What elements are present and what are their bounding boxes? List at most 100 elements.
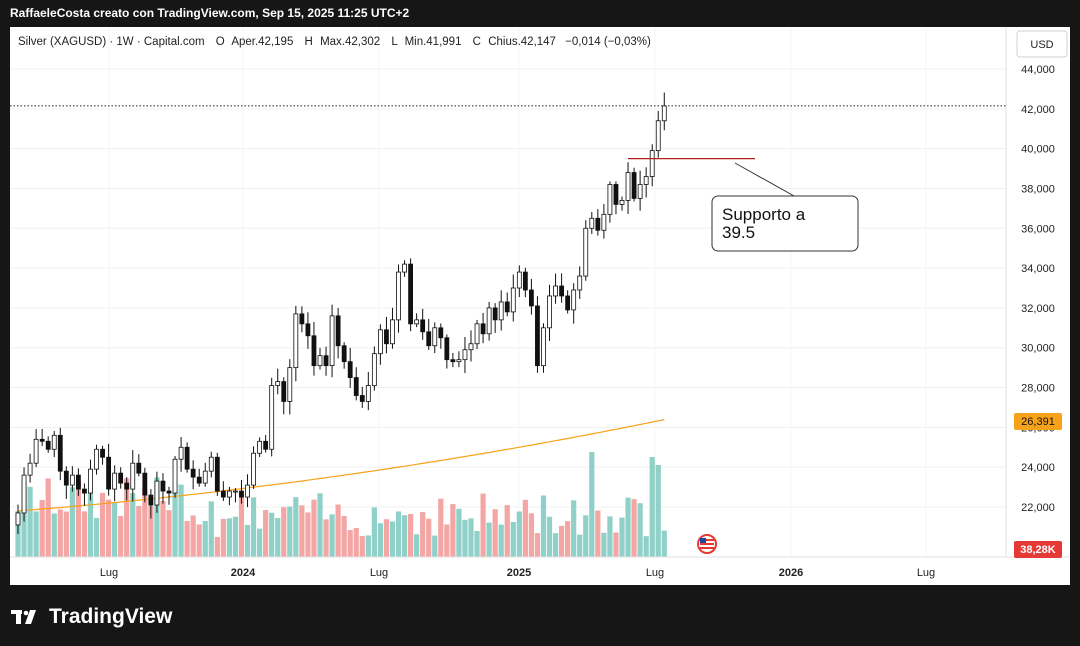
- volume-bar: [534, 533, 541, 557]
- volume-bar: [601, 532, 607, 557]
- volume-bar: [546, 516, 553, 557]
- volume-bar: [75, 480, 81, 557]
- volume-bar: [166, 510, 172, 557]
- candle: [33, 429, 39, 468]
- price-tick-label: 28,000: [1021, 383, 1055, 395]
- legend-open-value: Aper.42,195: [231, 36, 293, 48]
- ma-price-badge: 26,391: [1014, 413, 1062, 430]
- candle: [311, 321, 317, 376]
- candle-body-up: [33, 438, 39, 464]
- callout-line-2: 39.5: [722, 223, 755, 242]
- candle: [486, 301, 492, 341]
- candle: [39, 428, 45, 447]
- volume-bar: [516, 511, 522, 557]
- price-chart[interactable]: Supporto a 39.5 22,00024,00026,00028,000…: [10, 27, 1070, 585]
- candle-body-up: [329, 315, 335, 367]
- volume-bar: [281, 507, 287, 557]
- candle: [450, 352, 456, 368]
- candle-body-up: [661, 105, 667, 122]
- candle: [438, 323, 444, 349]
- annotation-callout[interactable]: Supporto a 39.5: [711, 162, 859, 252]
- candle: [124, 477, 130, 501]
- candle-body-up: [510, 287, 516, 313]
- price-tick-label: 24,000: [1021, 462, 1055, 474]
- volume-bar: [287, 506, 293, 557]
- candle-body-down: [299, 313, 305, 325]
- candle: [106, 443, 111, 496]
- currency-button[interactable]: USD: [1016, 30, 1068, 58]
- candle: [444, 334, 450, 369]
- volume-bar: [275, 518, 281, 557]
- time-tick-label: Lug: [100, 567, 118, 579]
- candle-body-up: [607, 184, 613, 215]
- candle-body-down: [57, 434, 63, 472]
- candle: [643, 167, 649, 198]
- candle: [462, 337, 468, 374]
- candle: [305, 312, 311, 349]
- candle-body-up: [245, 484, 250, 498]
- candle: [142, 467, 148, 503]
- time-tick-label: Lug: [917, 567, 935, 579]
- candle-body-down: [124, 482, 130, 490]
- candle: [178, 437, 184, 472]
- candle: [63, 466, 69, 499]
- candle: [57, 427, 63, 481]
- candle: [172, 455, 178, 498]
- candle-body-up: [625, 172, 631, 201]
- footer-brand[interactable]: TradingView: [11, 604, 172, 630]
- candle-body-down: [559, 285, 564, 297]
- candle-body-up: [69, 474, 75, 486]
- volume-bar: [341, 515, 347, 557]
- candle-body-up: [432, 327, 438, 347]
- candle-body-up: [172, 458, 178, 494]
- candle: [595, 209, 601, 236]
- candle: [649, 144, 655, 187]
- candle-body-down: [166, 490, 172, 494]
- candle: [414, 313, 420, 328]
- candle-body-down: [220, 490, 226, 498]
- candle-body-down: [82, 488, 87, 494]
- volume-bar: [232, 516, 239, 557]
- candlesticks: [15, 92, 667, 535]
- volume-bar: [595, 510, 601, 557]
- volume-bar: [87, 492, 94, 557]
- candle: [516, 265, 522, 298]
- candle-body-down: [529, 289, 534, 307]
- candle-body-down: [184, 446, 190, 470]
- volume-bar: [154, 477, 160, 557]
- volume-bar: [462, 519, 468, 557]
- candle-body-up: [571, 289, 577, 311]
- candle: [208, 451, 214, 478]
- volume-bar: [577, 534, 583, 557]
- volume-bar: [299, 505, 305, 557]
- candle: [510, 274, 516, 322]
- volume-bar: [148, 505, 154, 557]
- candle: [130, 450, 136, 502]
- candle-body-up: [365, 385, 371, 402]
- volume-bar: [559, 525, 565, 557]
- candle-body-down: [631, 172, 637, 199]
- candle-body-up: [27, 462, 33, 476]
- candle-body-down: [444, 337, 450, 361]
- candle-body-up: [577, 275, 583, 291]
- candle: [45, 436, 51, 453]
- candle: [190, 460, 196, 490]
- volume-bar: [661, 530, 667, 557]
- volume-bar: [649, 457, 655, 557]
- candle-body-down: [408, 263, 414, 325]
- price-tick-label: 30,000: [1021, 343, 1055, 355]
- moving-average-line: [17, 419, 665, 512]
- volume-badge-value: 38,28K: [1020, 544, 1056, 556]
- volume-bar: [45, 478, 51, 557]
- volume-bar: [190, 515, 196, 557]
- candle: [601, 204, 607, 239]
- candle-body-down: [535, 305, 540, 367]
- currency-label: USD: [1030, 39, 1053, 51]
- candle-body-up: [257, 440, 263, 454]
- volume-bar: [305, 512, 311, 557]
- volume-bar: [142, 488, 148, 557]
- chart-frame[interactable]: Supporto a 39.5 22,00024,00026,00028,000…: [10, 27, 1070, 585]
- volume-bar: [311, 499, 317, 557]
- candle: [408, 258, 414, 332]
- volume-bar: [498, 524, 504, 557]
